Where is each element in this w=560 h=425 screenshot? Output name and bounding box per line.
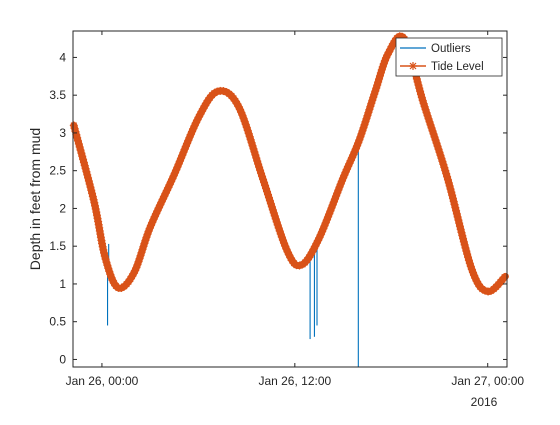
y-tick-label: 2.5 <box>49 164 66 178</box>
tide-level-marker <box>465 259 474 268</box>
tide-level-marker <box>255 163 264 172</box>
axes-background <box>73 31 507 367</box>
tide-level-marker <box>140 239 149 248</box>
x-axis-ticks: Jan 26, 00:00 Jan 26, 12:00 Jan 27, 00:00 <box>66 31 524 388</box>
y-axis-ticks: 0 0.5 1 1.5 2 2.5 3 3.5 4 <box>49 50 507 366</box>
y-tick-label: 2 <box>59 201 66 215</box>
x-tick-label: Jan 26, 00:00 <box>66 374 139 388</box>
tide-level-marker <box>450 200 459 209</box>
tide-level-marker <box>200 101 209 110</box>
legend-outliers-label: Outliers <box>431 43 471 55</box>
tide-level-marker <box>350 147 359 156</box>
tide-level-marker <box>341 168 350 177</box>
tide-level-marker <box>384 48 393 57</box>
y-tick-label: 0 <box>59 352 66 366</box>
tide-level-series <box>69 32 509 296</box>
y-axis-label: Depth in feet from mud <box>27 128 43 270</box>
y-tick-label: 3.5 <box>49 88 66 102</box>
tide-level-marker <box>199 104 208 113</box>
y-tick-label: 3 <box>59 126 66 140</box>
legend-box <box>395 37 503 77</box>
tide-level-marker <box>468 268 477 277</box>
tide-level-marker <box>459 237 468 246</box>
tide-level-marker <box>457 228 466 237</box>
axes-box <box>72 30 508 368</box>
legend: Outliers Tide Level <box>395 37 503 77</box>
tide-level-marker <box>423 111 432 120</box>
tide-level-marker <box>309 245 318 254</box>
y-tick-label: 1.5 <box>49 239 66 253</box>
tide-level-marker <box>427 123 436 132</box>
y-tick-label: 4 <box>59 50 66 64</box>
legend-tide-marker <box>409 62 417 70</box>
tide-level-marker <box>330 195 339 204</box>
y-tick-label: 0.5 <box>49 315 66 329</box>
x-tick-label: Jan 26, 12:00 <box>258 374 331 388</box>
tide-level-marker <box>149 215 158 224</box>
legend-tide-label: Tide Level <box>431 61 484 73</box>
y-tick-label: 1 <box>59 277 66 291</box>
tide-level-marker <box>329 198 338 207</box>
tide-level-marker <box>242 123 251 132</box>
tide-level-marker <box>308 247 317 256</box>
x-tick-label: Jan 27, 00:00 <box>451 374 524 388</box>
x-axis-secondary-label: 2016 <box>471 395 498 409</box>
